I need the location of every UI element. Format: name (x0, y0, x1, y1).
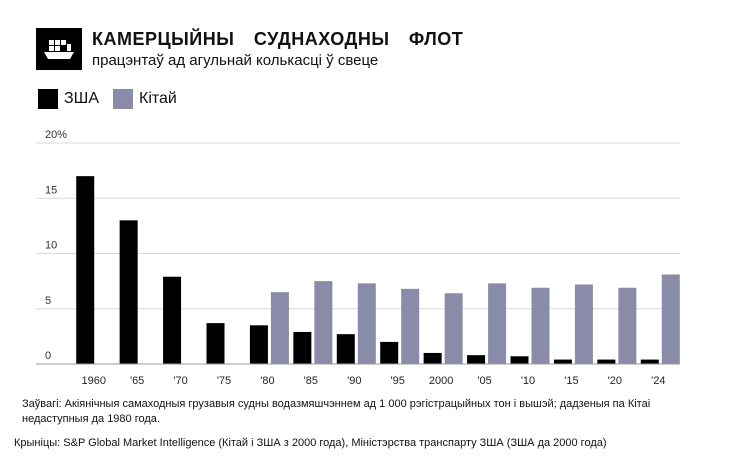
chart-title: КАМЕРЦЫЙНЫ СУДНАХОДНЫ ФЛОТ (92, 29, 464, 49)
bar-usa (597, 359, 616, 364)
y-tick-label: 15 (45, 184, 57, 196)
x-tick-label: '10 (521, 375, 535, 387)
bar-china (444, 293, 463, 364)
legend-label-usa: ЗША (64, 90, 99, 107)
x-tick-label: '20 (608, 375, 622, 387)
x-tick-label: '70 (173, 375, 187, 387)
x-tick-label: '24 (651, 375, 665, 387)
y-tick-label: 0 (45, 350, 51, 362)
bar-china (574, 284, 593, 364)
x-tick-label: '85 (304, 375, 318, 387)
bar-usa (553, 359, 572, 364)
bar-china (661, 274, 680, 364)
bar-china (488, 283, 507, 364)
legend-swatch-usa (38, 89, 58, 109)
bar-usa (640, 359, 659, 364)
bar-usa (336, 334, 355, 364)
bar-usa (119, 220, 138, 364)
x-tick-label: '05 (477, 375, 491, 387)
x-tick-label: '80 (260, 375, 274, 387)
bar-usa (76, 176, 95, 364)
legend-label-china: Кітай (139, 90, 177, 107)
chart-source: Крыніцы: S&P Global Market Intelligence … (14, 437, 607, 449)
bar-usa (293, 331, 312, 364)
y-tick-label: 5 (45, 295, 51, 307)
x-tick-label: '65 (130, 375, 144, 387)
bar-usa (163, 276, 182, 364)
legend-swatch-china (113, 89, 133, 109)
chart-subtitle: працэнтаў ад агульнай колькасці ў свеце (92, 52, 379, 69)
x-tick-label: 2000 (429, 375, 453, 387)
bar-usa (467, 355, 486, 364)
bar-usa (423, 352, 442, 364)
x-tick-label: '95 (391, 375, 405, 387)
ship-icon (36, 28, 82, 70)
bar-china (618, 287, 637, 364)
y-tick-label: 20% (45, 129, 67, 141)
bar-usa (206, 323, 225, 364)
bar-china (531, 287, 550, 364)
y-tick-label: 10 (45, 240, 57, 252)
bar-china (357, 283, 376, 364)
chart-note: Заўвагі: Акіянічныя самаходныя грузавыя … (22, 398, 651, 425)
x-tick-label: '15 (564, 375, 578, 387)
x-tick-label: 1960 (81, 375, 105, 387)
legend: ЗША Кітай (38, 89, 191, 109)
x-tick-label: '90 (347, 375, 361, 387)
legend-item-usa: ЗША (38, 89, 99, 109)
legend-item-china: Кітай (113, 89, 177, 109)
bar-china (401, 288, 420, 364)
bar-usa (249, 325, 268, 364)
bar-china (270, 292, 289, 364)
bar-chart: 0 5 10 15 20% 1960 '65 '70 '75 '80 '85 '90 '95 2000 '0… (36, 129, 680, 387)
bar-usa (510, 356, 529, 364)
x-tick-label: '75 (217, 375, 231, 387)
bar-usa (380, 341, 399, 364)
bar-china (314, 281, 333, 364)
